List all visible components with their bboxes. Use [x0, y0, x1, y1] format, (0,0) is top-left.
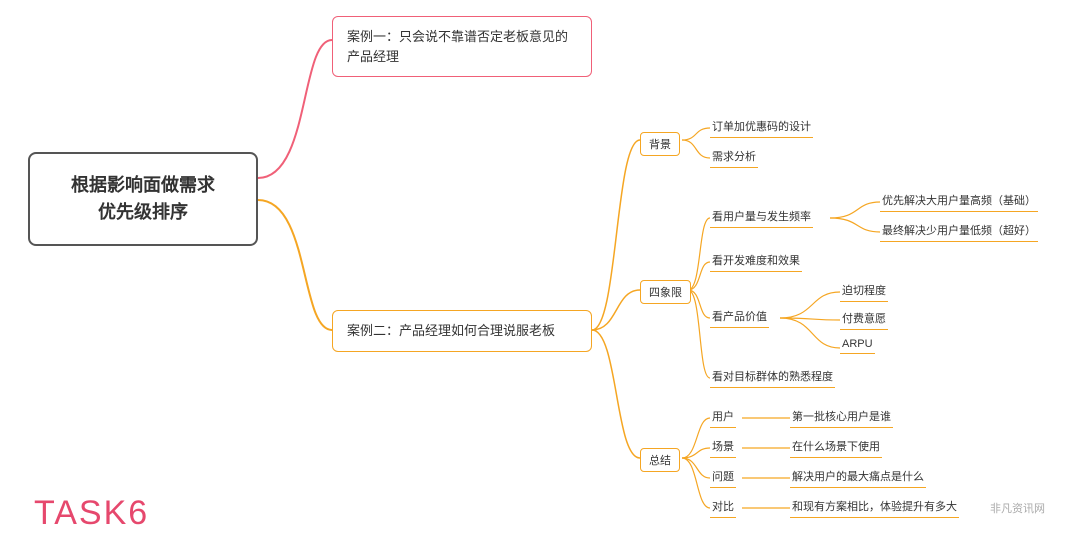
bg-item-2: 需求分析: [710, 148, 758, 168]
summary-val-1: 在什么场景下使用: [790, 438, 882, 458]
summary-key-0: 用户: [710, 408, 736, 428]
quad-item-1-child-1: 优先解决大用户量高频（基础）: [880, 192, 1038, 212]
case2-node: 案例二：产品经理如何合理说服老板: [332, 310, 592, 352]
quad-item-3: 看产品价值: [710, 308, 769, 328]
root-node: 根据影响面做需求 优先级排序: [28, 152, 258, 246]
root-line1: 根据影响面做需求: [56, 172, 230, 199]
quad-item-3-child-1: 迫切程度: [840, 282, 888, 302]
group-bg: 背景: [640, 132, 680, 156]
summary-key-1: 场景: [710, 438, 736, 458]
quad-item-3-child-2: 付费意愿: [840, 310, 888, 330]
bg-item-1: 订单加优惠码的设计: [710, 118, 813, 138]
connector-lines: [0, 0, 1080, 544]
root-line2: 优先级排序: [56, 199, 230, 226]
quad-item-1: 看用户量与发生频率: [710, 208, 813, 228]
case1-node: 案例一：只会说不靠谱否定老板意见的产品经理: [332, 16, 592, 77]
summary-val-2: 解决用户的最大痛点是什么: [790, 468, 926, 488]
group-quadrant: 四象限: [640, 280, 691, 304]
task-label: TASK6: [34, 494, 149, 533]
watermark: 非凡资讯网: [990, 500, 1045, 516]
summary-val-3: 和现有方案相比，体验提升有多大: [790, 498, 959, 518]
summary-key-3: 对比: [710, 498, 736, 518]
summary-key-2: 问题: [710, 468, 736, 488]
quad-item-4: 看对目标群体的熟悉程度: [710, 368, 835, 388]
quad-item-2: 看开发难度和效果: [710, 252, 802, 272]
group-summary: 总结: [640, 448, 680, 472]
quad-item-3-child-3: ARPU: [840, 338, 875, 354]
quad-item-1-child-2: 最终解决少用户量低频（超好）: [880, 222, 1038, 242]
summary-val-0: 第一批核心用户是谁: [790, 408, 893, 428]
